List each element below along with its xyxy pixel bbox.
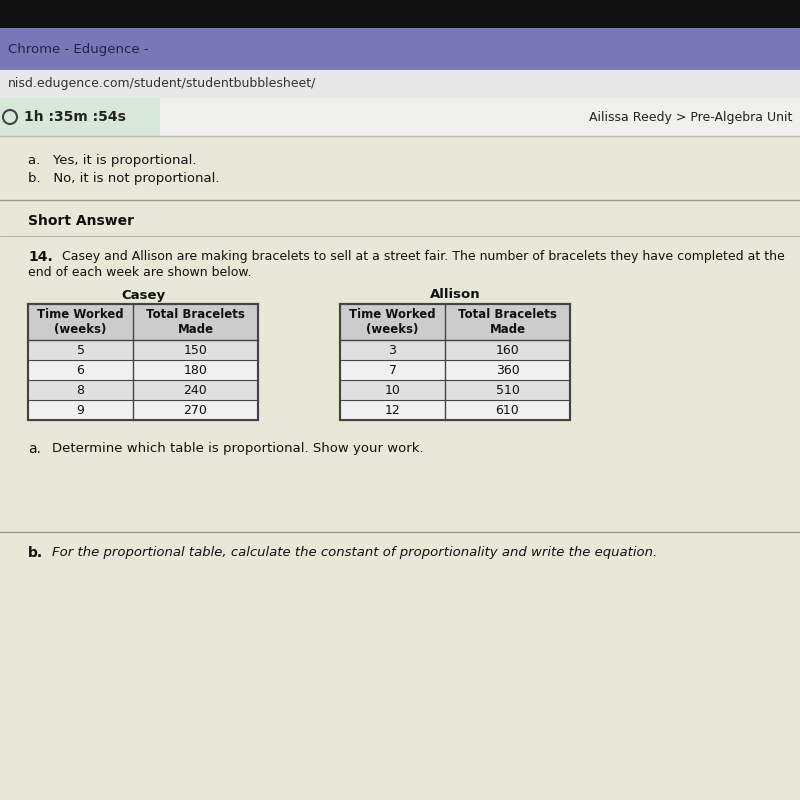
Bar [340, 304, 570, 420]
Text: 150: 150 [183, 343, 207, 357]
Bar [340, 400, 570, 420]
Text: b.: b. [28, 546, 43, 560]
Text: Short Answer: Short Answer [28, 214, 134, 228]
Text: 9: 9 [77, 403, 85, 417]
Bar [28, 304, 258, 420]
Text: 360: 360 [496, 363, 519, 377]
Text: b.   No, it is not proportional.: b. No, it is not proportional. [28, 172, 219, 185]
Text: 180: 180 [183, 363, 207, 377]
Text: 8: 8 [77, 383, 85, 397]
Text: Ailissa Reedy > Pre-Algebra Unit: Ailissa Reedy > Pre-Algebra Unit [589, 110, 792, 123]
Text: Total Bracelets
Made: Total Bracelets Made [146, 308, 245, 336]
Bar [0, 0, 800, 28]
Bar [28, 360, 258, 380]
Text: 7: 7 [389, 363, 397, 377]
Text: Time Worked
(weeks): Time Worked (weeks) [37, 308, 124, 336]
Text: Casey and Allison are making bracelets to sell at a street fair. The number of b: Casey and Allison are making bracelets t… [62, 250, 785, 263]
Bar [28, 400, 258, 420]
Text: Chrome - Edugence -: Chrome - Edugence - [8, 42, 149, 55]
Text: nisd.edugence.com/student/studentbubblesheet/: nisd.edugence.com/student/studentbubbles… [8, 78, 316, 90]
Bar [28, 380, 258, 400]
Text: a.: a. [28, 442, 41, 456]
Bar [0, 70, 800, 98]
Bar [0, 28, 800, 70]
Text: 12: 12 [385, 403, 400, 417]
Bar [0, 136, 800, 800]
Bar [340, 380, 570, 400]
Text: 1h :35m :54s: 1h :35m :54s [24, 110, 126, 124]
Bar [340, 360, 570, 380]
Text: 160: 160 [496, 343, 519, 357]
Bar [340, 304, 570, 340]
Text: 240: 240 [184, 383, 207, 397]
Bar [28, 340, 258, 360]
Text: a.   Yes, it is proportional.: a. Yes, it is proportional. [28, 154, 197, 167]
Text: 10: 10 [385, 383, 401, 397]
Text: end of each week are shown below.: end of each week are shown below. [28, 266, 251, 279]
Text: 6: 6 [77, 363, 85, 377]
Text: 510: 510 [495, 383, 519, 397]
Text: 610: 610 [496, 403, 519, 417]
Text: 270: 270 [183, 403, 207, 417]
Text: Allison: Allison [430, 289, 480, 302]
Text: 5: 5 [77, 343, 85, 357]
Bar [0, 98, 800, 136]
Text: 3: 3 [389, 343, 397, 357]
Bar [28, 304, 258, 340]
Text: Casey: Casey [121, 289, 165, 302]
Text: Determine which table is proportional. Show your work.: Determine which table is proportional. S… [52, 442, 424, 455]
Bar [340, 340, 570, 360]
Text: Total Bracelets
Made: Total Bracelets Made [458, 308, 557, 336]
Text: Time Worked
(weeks): Time Worked (weeks) [349, 308, 436, 336]
Text: For the proportional table, calculate the constant of proportionality and write : For the proportional table, calculate th… [52, 546, 658, 559]
Bar [0, 98, 160, 136]
Text: 14.: 14. [28, 250, 53, 264]
